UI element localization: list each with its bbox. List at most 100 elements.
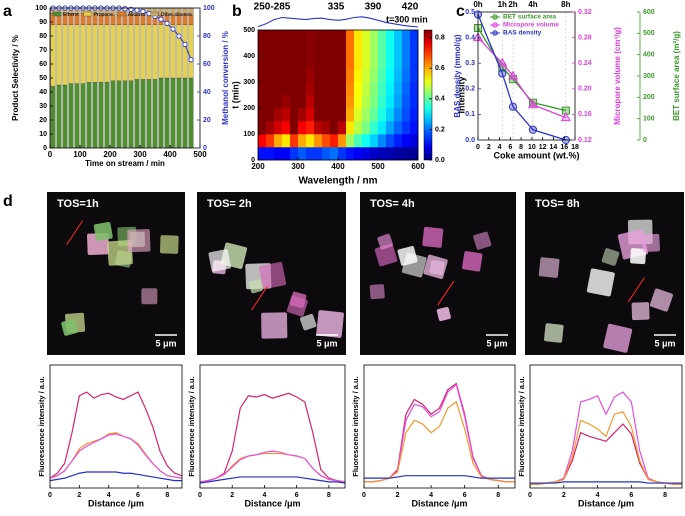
conversion-point [188,57,194,63]
y-tick-label: 0.0 [465,137,475,144]
heatmap-cell [274,108,283,122]
profile-line [364,383,515,483]
plot-frame [49,364,183,489]
colorbar-label: Intensity [456,76,466,113]
crystal [462,251,483,272]
x-tick-label: 4 [498,144,502,151]
heatmap-cell [290,82,299,96]
y-tick-label: 80 [203,33,211,40]
bar-segment [116,80,122,149]
scale-bar-label: 5 μm [155,338,176,348]
legend-swatch [117,11,126,17]
peak-label: 390 [365,2,382,13]
profile-line [199,450,346,483]
profile-line [530,391,682,485]
heatmap-cell [338,69,347,83]
heatmap-cell [282,108,291,122]
heatmap-cell [266,56,275,70]
heatmap-cell [386,30,395,44]
x-tick-label: 4 [262,492,266,499]
heatmap-cell [290,95,299,109]
heatmap-cell [282,43,291,57]
marker [497,57,508,67]
heatmap-cell [274,30,283,44]
bar-segment [134,24,140,80]
marker [508,102,518,111]
y-tick-label: 0.20 [578,86,592,93]
heatmap-cell [354,134,363,148]
legend-label: Alkanes [128,12,146,18]
heatmap-cell [410,121,419,135]
x-axis-label: Distance /μm [88,498,144,508]
heatmap-cell [314,30,323,44]
y-tick-label: 70 [39,47,47,54]
crystal [401,252,427,278]
x-tick-label: 6 [463,492,467,499]
heatmap-cell [402,108,411,122]
heatmap-cell [394,147,403,161]
heatmap-cell [258,134,267,148]
marker [498,69,507,78]
heatmap-cell [394,69,403,83]
crystal [538,257,560,278]
bar-segment [110,24,116,81]
heatmap-cell [266,134,275,148]
heatmap-cell [282,134,291,148]
crystal [586,268,615,297]
y-tick-label: 0.8 [435,34,445,41]
line-scan-arrow [251,285,268,311]
heatmap-cell [282,95,291,109]
y-axis-label: t (min) [230,81,240,109]
profile-line [199,452,346,483]
y-tick-label: 400 [643,52,655,59]
y-tick-label: 100 [35,5,47,12]
y-tick-label: 500 [243,27,255,34]
heatmap-cell [378,121,387,135]
heatmap-cell [298,30,307,44]
heatmap-cell [370,134,379,148]
y2-axis-label: Methanol conversion / % [221,31,230,125]
legend-label: Micropore volume [503,22,559,29]
bar-segment [98,82,104,149]
heatmap-cell [290,43,299,57]
x-tick-label: 8 [663,492,667,499]
conversion-point [170,26,176,32]
heatmap-cell [266,147,275,161]
y-tick-label: 0.4 [465,34,475,41]
heatmap-cell [354,95,363,109]
crystal [208,249,231,272]
x-tick-label: 4 [429,492,433,499]
heatmap-cell [378,30,387,44]
crystal [159,235,179,254]
heatmap-cell [322,108,331,122]
tile-label: TOS= 2h [207,198,252,210]
heatmap-cell [346,69,355,83]
y-tick-label: 20 [39,117,47,124]
x-tick-label: 2 [396,492,400,499]
heatmap-cell [346,82,355,96]
bar-segment [98,24,104,83]
heatmap-cell [306,147,315,161]
heatmap-cell [362,56,371,70]
legend-label: Ethene [63,12,79,18]
heatmap-cell [410,43,419,57]
y-tick-label: 0.6 [435,65,445,72]
heatmap-cell [274,147,283,161]
heatmap-cell [378,95,387,109]
heatmap-cell [322,43,331,57]
heatmap-cell [266,30,275,44]
heatmap-cell [290,147,299,161]
series-line [477,14,567,141]
heatmap-cell [306,30,315,44]
tile-label: TOS= 4h [370,198,415,210]
heatmap-cell [378,147,387,161]
y-tick-label: 100 [203,5,215,12]
x-tick-label: 400 [163,150,177,159]
heatmap-cell [362,43,371,57]
heatmap-cell [402,30,411,44]
heatmap-cell [298,56,307,70]
heatmap-cell [386,69,395,83]
y-tick-label: 80 [39,33,47,40]
heatmap-cell [282,56,291,70]
heatmap-cell [322,134,331,148]
